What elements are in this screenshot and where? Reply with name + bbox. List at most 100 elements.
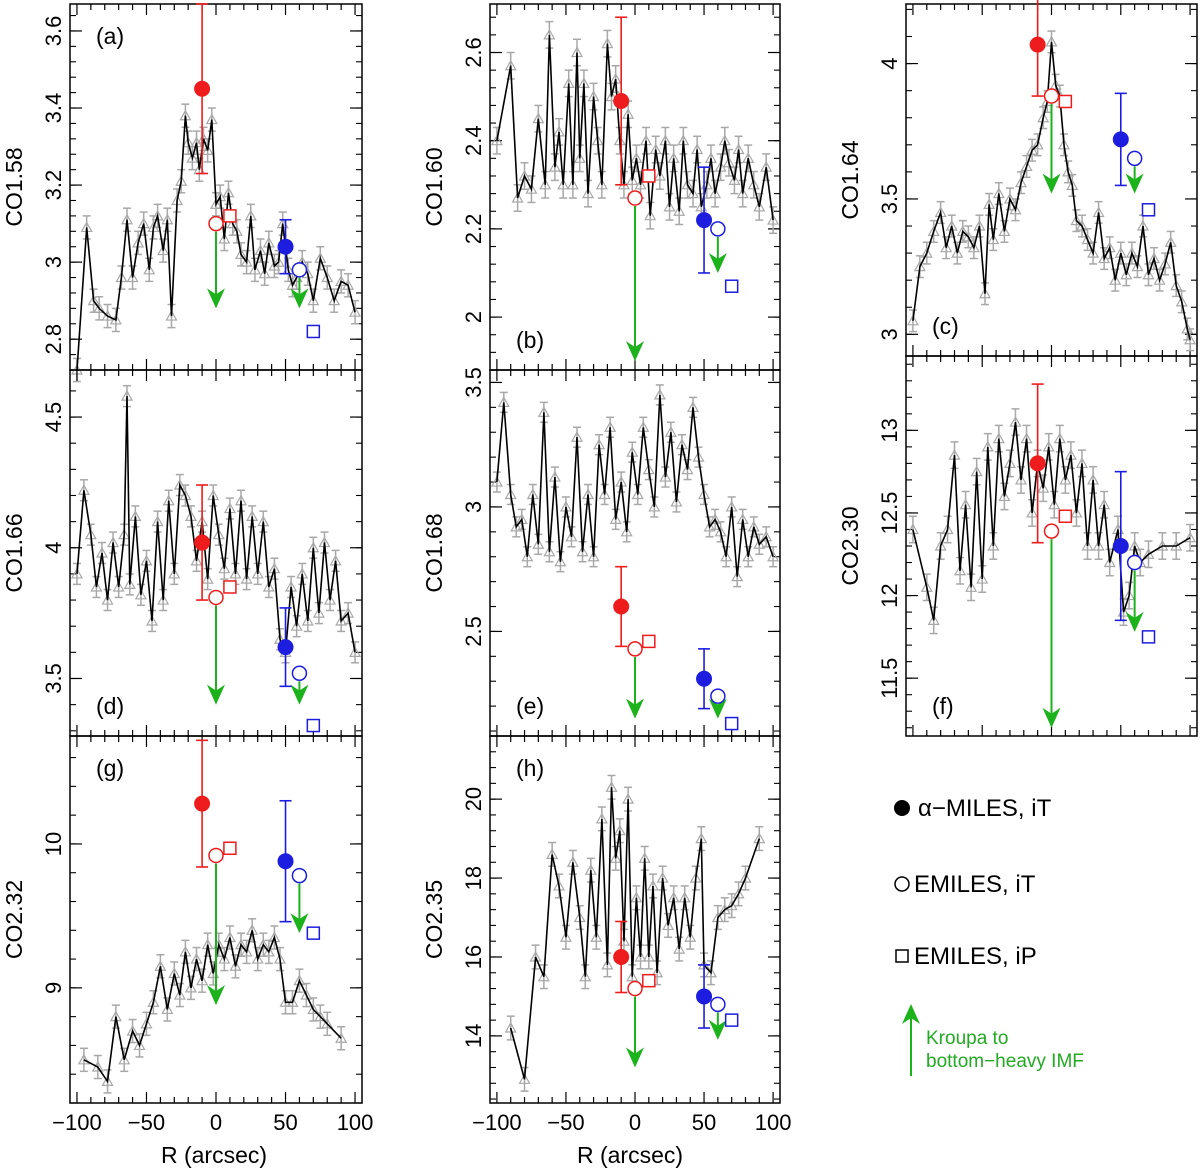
panel-c-profile-point (1142, 268, 1155, 280)
panel-d-profile-line (76, 396, 356, 653)
panel-b-blue-open-square (724, 279, 739, 293)
panel-d-profile-point (146, 614, 159, 626)
panel-e-imf-arrow-head (626, 698, 644, 719)
panel-h-profile-point (704, 966, 717, 978)
panel-a-profile-point (321, 271, 334, 283)
panel-f-profile-point (941, 523, 954, 535)
panel-e-profile-line (496, 394, 774, 577)
panel-d-ytick-label: 4.5 (41, 402, 66, 433)
panel-h-profile-point (684, 931, 697, 942)
panel-g-profile-point (300, 988, 313, 1000)
panel-a-profile-point (126, 271, 139, 283)
panel-c-profile-point (1131, 260, 1144, 272)
panel-h-profile-point (518, 1073, 531, 1084)
panel-e-ytick-label: 2.5 (461, 616, 486, 647)
panel-b-blue-filled-circle (696, 212, 713, 229)
panel-h-ytick-label: 18 (461, 866, 486, 890)
panel-d-profile-point (301, 614, 314, 626)
panel-b-profile-point (548, 160, 561, 172)
panel-g-profile-point (133, 1039, 146, 1051)
panel-c-ytick-label: 4 (877, 57, 902, 69)
panel-b-imf-arrow-head (626, 341, 644, 362)
panel-h-ytick-label: 16 (461, 945, 486, 969)
panel-d-ylabel: CO1.66 (1, 513, 27, 592)
panel-b-blue-open-circle (710, 221, 726, 237)
panel-b-ytick-label: 2.4 (461, 125, 486, 156)
panel-c-profile-point (940, 241, 953, 253)
panel-g-ytick-label: 10 (41, 832, 66, 856)
panel-g-profile-point (307, 1003, 320, 1015)
legend-open-circle-icon (894, 876, 910, 892)
panel-a-profile-point (307, 294, 320, 306)
panel-d-profile-point (240, 572, 253, 584)
panel-f-profile-point (954, 564, 967, 576)
panel-b: 2 2.2 2.4 2.6 CO1.60 (b) (421, 3, 781, 371)
panel-c-profile-point (1075, 219, 1089, 231)
panel-e-profile-point (659, 470, 672, 482)
panel-c-profile-point (1026, 143, 1039, 155)
panel-c-profile-point (927, 225, 940, 237)
panel-a-profile-point (175, 174, 188, 186)
panel-f-profile-point (1014, 473, 1028, 485)
panel-h-profile-point (626, 970, 639, 982)
panel-b-profile-point (747, 178, 760, 190)
panel-f-tag: (f) (932, 693, 954, 719)
panel-c-blue-filled-circle (1112, 131, 1129, 148)
panel-h-profile-point (673, 942, 686, 954)
panel-e-profile-point (703, 520, 716, 532)
panel-g-profile-point (321, 1017, 334, 1029)
panel-d-profile-point (179, 489, 192, 501)
panel-f-red-filled-circle (1029, 455, 1046, 472)
panel-h-profile-point (642, 950, 655, 962)
panel-b-ylabel: CO1.60 (421, 147, 447, 226)
panel-b-profile-point (518, 169, 531, 181)
panel-g-profile-point (257, 938, 270, 950)
panel-b-profile-line (496, 34, 774, 221)
panel-g-xtick-label: 100 (337, 1110, 374, 1135)
panel-g-profile-point (184, 981, 197, 993)
panel-a-blue-filled-circle (277, 238, 294, 255)
legend-open-square-icon (895, 949, 909, 963)
panel-b-profile-point (605, 90, 618, 102)
panel-b-profile-point (653, 169, 666, 181)
panel-f-imf-arrow-head (1125, 611, 1144, 632)
panel-h-profile-point (601, 958, 614, 970)
panel-b-profile-point (709, 187, 722, 199)
panel-h-xtick-label: 100 (755, 1110, 792, 1135)
panels-layer: 2.8 3 3.2 3.4 3.6 CO1.58 (a) 2 2.2 2.4 2.6 CO1.60 (b… (1, 0, 1198, 1135)
panel-g-tag: (g) (96, 755, 124, 781)
panel-b-profile-point (626, 174, 639, 185)
panel-a-profile-point (143, 263, 156, 275)
panel-f-profile-point (1048, 498, 1061, 510)
panel-h-tag: (h) (516, 755, 544, 781)
panel-d-imf-arrow-head (207, 684, 225, 705)
panel-c-profile-point (906, 314, 919, 326)
panel-c-profile-point (978, 287, 992, 299)
panel-h-profile-point (559, 931, 572, 942)
panel-d-red-filled-circle (194, 534, 211, 551)
panel-h-blue-open-circle (710, 996, 726, 1013)
panel-g-red-open-circle (208, 847, 224, 864)
legend-arrow-label-line1: Kroupa to (926, 1028, 1008, 1049)
panel-g-xtick-label: 50 (273, 1110, 297, 1135)
panel-a-profile-point (186, 151, 199, 163)
panel-g-xtick-label: 0 (210, 1110, 222, 1135)
panel-a-profile-point (240, 255, 253, 267)
panel-f-profile-point (1142, 548, 1155, 559)
panel-f-red-open-circle (1043, 523, 1060, 539)
panel-b-profile-point (753, 200, 766, 212)
panel-h-profile-point (732, 887, 745, 899)
panel-b-profile-point (557, 178, 570, 190)
panel-c-imf-arrow-head (1125, 173, 1144, 194)
panel-a-profile-point (101, 309, 114, 321)
panel-h-xtick-label: −50 (547, 1110, 584, 1135)
panel-f-profile-point (1070, 506, 1083, 518)
panel-a-ytick-label: 3.4 (41, 93, 66, 124)
panel-d: 3.5 4 4.5 CO1.66 (d) (1, 369, 363, 737)
panel-g-red-open-square (223, 841, 237, 856)
panel-b-profile-point (722, 156, 735, 168)
panel-d-tag: (d) (96, 693, 124, 719)
panel-d-ytick-label: 3.5 (41, 663, 66, 694)
panel-h-imf-arrow-head (708, 1019, 727, 1040)
panel-e-profile-point (543, 545, 556, 557)
